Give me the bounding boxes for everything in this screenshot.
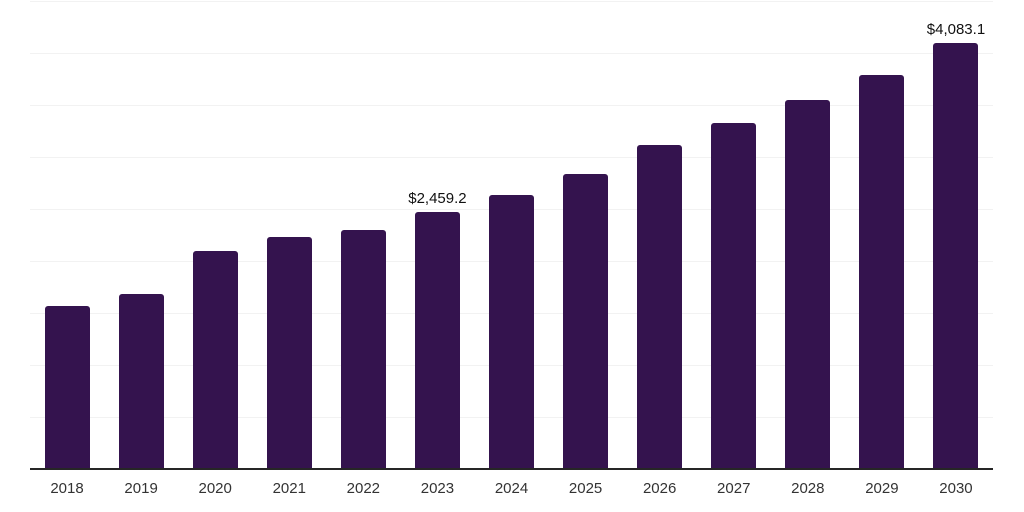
x-tick-label-2029: 2029 [865,480,899,497]
bar-group-2024 [474,0,548,468]
x-tick-label-2020: 2020 [198,480,232,497]
bar-group-2019 [104,0,178,468]
bar-value-label-2023: $2,459.2 [408,190,467,208]
x-tick-label-2026: 2026 [642,480,677,497]
bar-2029 [859,74,905,468]
x-axis-labels: 2018 2019 2020 2021 2022 2023 2024 2025 2026 2027… [30,480,993,497]
bars-container: $2,459.2 $4,083.1 [30,0,993,468]
bar-group-2020 [178,0,252,468]
bar-2025 [563,174,609,468]
x-tick-label-2027: 2027 [717,480,751,497]
x-tick-label-2028: 2028 [791,480,825,497]
bar-2030 [933,43,979,468]
bar-group-2023: $2,459.2 [400,0,474,468]
x-tick-label-2030: 2030 [939,480,973,497]
bar-2022 [340,230,386,468]
bar-group-2021 [252,0,326,468]
bar-2019 [118,293,164,468]
bar-2028 [785,99,831,468]
bar-2026 [637,145,683,468]
plot-area: $2,459.2 $4,083.1 [30,0,993,470]
bar-2027 [711,123,757,468]
bar-group-2022 [326,0,400,468]
bar-2021 [266,237,312,468]
bar-2024 [489,194,534,468]
x-tick-label-2025: 2025 [568,480,603,497]
bar-group-2030: $4,083.1 [919,0,993,468]
bar-2023 [414,212,460,468]
bar-2020 [192,251,238,468]
bar-group-2029 [845,0,919,468]
x-tick-label-2018: 2018 [50,480,84,497]
bar-group-2027 [697,0,771,468]
bar-group-2026 [623,0,697,468]
x-tick-label-2024: 2024 [494,480,529,497]
x-tick-label-2022: 2022 [346,480,381,497]
x-tick-label-2023: 2023 [420,480,455,497]
x-tick-label-2021: 2021 [272,480,306,497]
bar-group-2018 [30,0,104,468]
bar-group-2025 [549,0,623,468]
x-tick-label-2019: 2019 [124,480,158,497]
bar-group-2028 [771,0,845,468]
bar-2018 [44,305,90,468]
bar-value-label-2030: $4,083.1 [926,21,986,39]
